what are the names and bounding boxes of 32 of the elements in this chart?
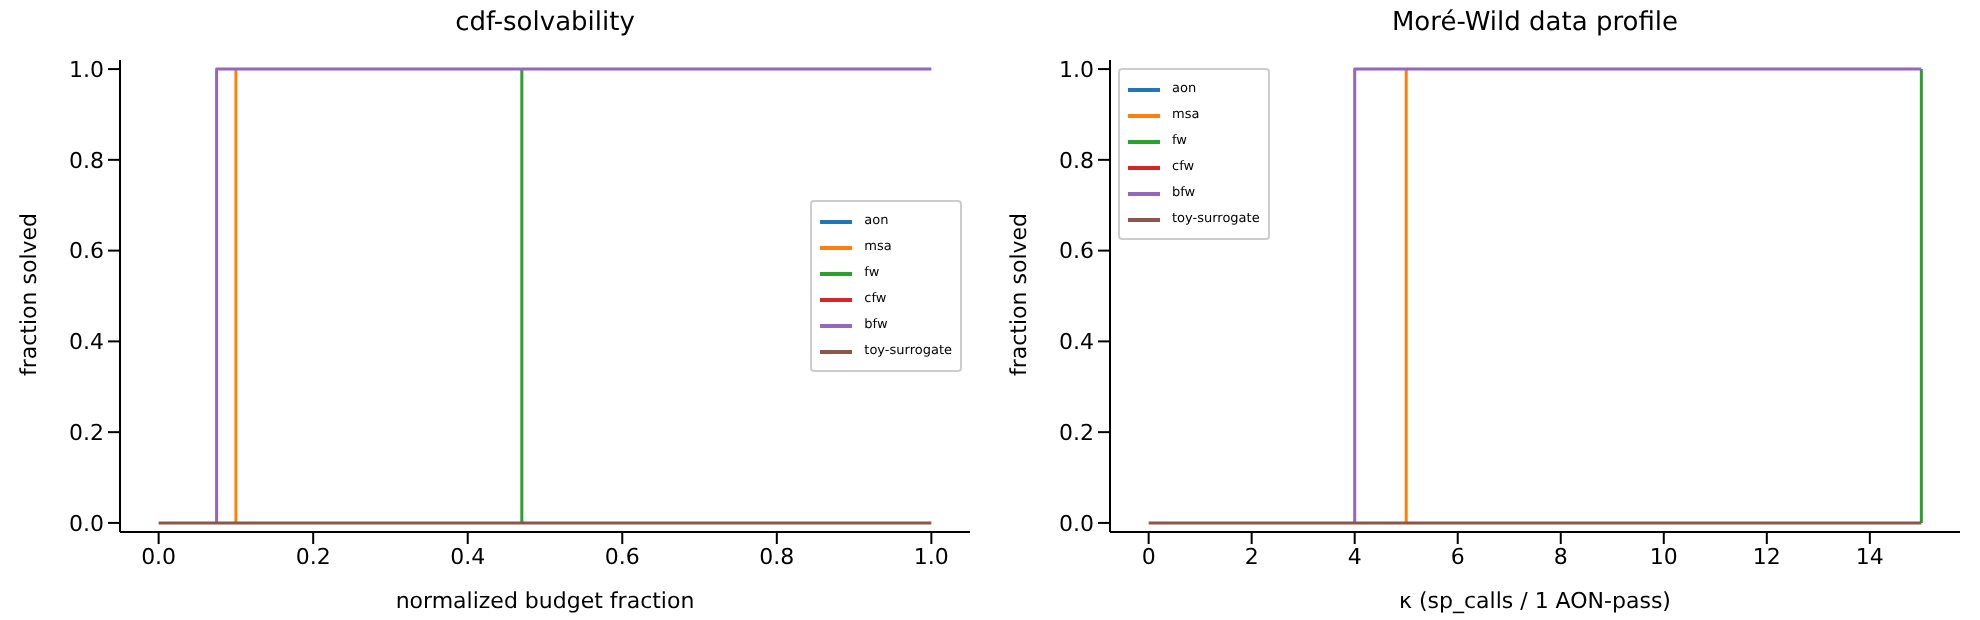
y-tick-label: 0.6 [69,238,104,265]
y-tick-label: 1.0 [69,56,104,83]
chart-title: cdf-solvability [453,6,637,42]
x-tick-label: 2 [1244,543,1259,570]
y-tick-label: 0.0 [69,510,104,537]
x-tick-label: 8 [1553,543,1568,570]
x-tick-label: 0.0 [141,543,177,570]
x-tick-label: 0.2 [295,543,331,570]
y-tick-label: 0.2 [1059,419,1094,446]
x-tick-label: 1.0 [913,543,949,570]
x-tick-label: 0 [1141,543,1156,570]
y-tick-label: 0.8 [69,147,104,174]
y-tick-label: 0.4 [69,329,104,356]
x-tick-label: 6 [1450,543,1465,570]
y-tick-label: 0.2 [69,419,104,446]
x-tick-label: 0.4 [450,543,486,570]
x-tick-label: 10 [1649,543,1678,570]
x-tick-label: 14 [1855,543,1884,570]
x-axis-title: κ (sp_calls / 1 AON-pass) [1399,588,1671,614]
y-tick-label: 0.8 [1059,147,1094,174]
chart-title: Moré-Wild data profile [1389,6,1681,42]
x-tick-label: 0.8 [759,543,795,570]
y-tick-label: 1.0 [1059,56,1094,83]
y-axis-title: fraction solved [1005,212,1032,376]
y-tick-label: 0.0 [1059,510,1094,537]
x-axis-title: normalized budget fraction [395,588,695,614]
x-tick-label: 0.6 [604,543,640,570]
y-axis-title: fraction solved [15,212,42,376]
y-tick-label: 0.6 [1059,238,1094,265]
x-tick-label: 12 [1752,543,1781,570]
x-tick-label: 4 [1347,543,1362,570]
y-tick-label: 0.4 [1059,329,1094,356]
